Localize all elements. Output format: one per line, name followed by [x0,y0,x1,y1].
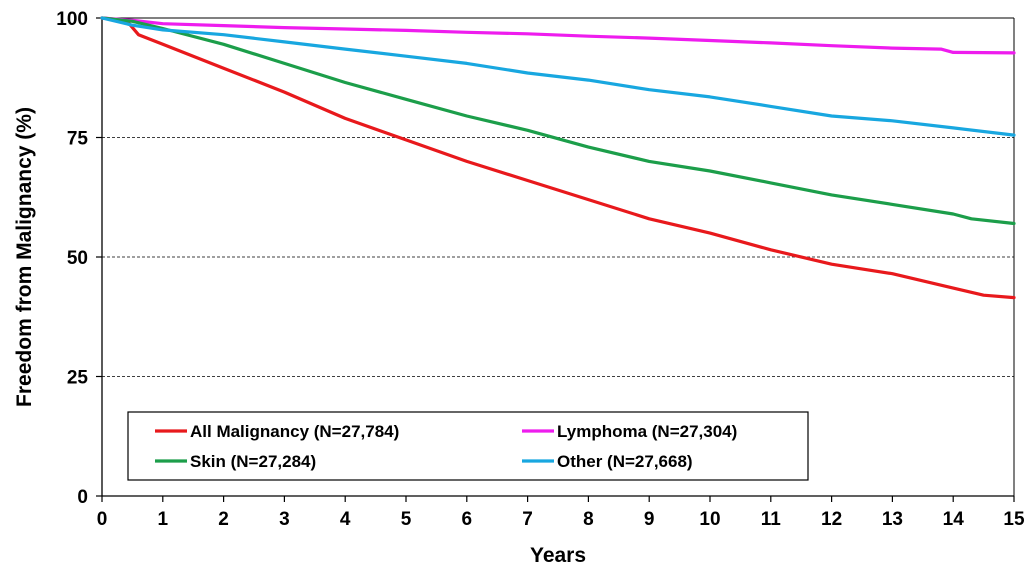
x-tick-label: 14 [943,509,965,530]
x-tick-label: 1 [158,509,169,530]
legend-label-3: Other (N=27,668) [557,452,693,471]
legend-label-0: All Malignancy (N=27,784) [190,422,399,441]
x-tick-label: 0 [97,509,108,530]
x-tick-label: 7 [522,509,533,530]
x-tick-label: 11 [761,509,782,530]
y-tick-label: 50 [67,248,88,269]
series-line-3 [100,16,1016,137]
x-tick-label: 3 [279,509,290,530]
grid-layer [102,137,1014,377]
series-line-2 [100,16,1016,226]
x-tick-label: 8 [583,509,594,530]
legend-box [127,411,809,481]
x-tick-label: 12 [821,509,842,530]
x-tick-label: 5 [401,509,412,530]
x-tick-label: 13 [882,509,903,530]
y-axis-title: Freedom from Malignancy (%) [13,107,36,407]
x-tick-label: 9 [644,509,655,530]
y-tick-label: 100 [56,9,88,30]
y-tick-label: 0 [77,487,88,508]
legend-label-1: Lymphoma (N=27,304) [557,422,737,441]
series-layer [100,16,1016,300]
y-tick-label: 75 [67,129,89,150]
x-tick-label: 10 [699,509,720,530]
series-line-0 [100,16,1016,300]
x-axis-title: Years [530,544,586,567]
x-tick-label: 6 [462,509,473,530]
axis-layer [96,17,1015,502]
legend: All Malignancy (N=27,784) Lymphoma (N=27,… [155,422,737,471]
x-tick-label: 15 [1003,509,1025,530]
x-tick-label: 2 [218,509,229,530]
legend-label-2: Skin (N=27,284) [190,452,316,471]
x-tick-label: 4 [340,509,351,530]
y-tick-label: 25 [67,368,89,389]
series-line-1 [100,16,1016,55]
